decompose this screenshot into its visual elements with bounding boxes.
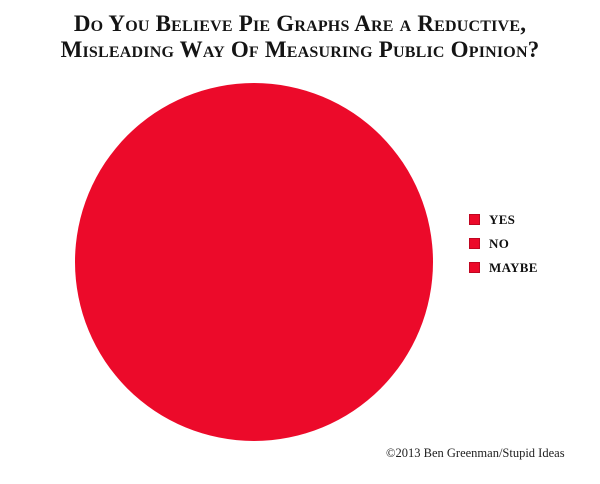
chart-title-line-2: Misleading Way Of Measuring Public Opini… bbox=[60, 37, 540, 62]
chart-title-line-1: Do You Believe Pie Graphs Are a Reductiv… bbox=[73, 11, 527, 36]
credit-text: ©2013 Ben Greenman/Stupid Ideas bbox=[386, 446, 565, 460]
legend-label-maybe: MAYBE bbox=[489, 259, 538, 275]
legend-label-yes: YES bbox=[489, 211, 516, 227]
legend-item-no: NO bbox=[469, 235, 538, 252]
legend-label-no: NO bbox=[489, 235, 510, 251]
legend-color-swatch-maybe bbox=[469, 262, 480, 273]
legend: YES NO MAYBE bbox=[469, 211, 538, 276]
legend-item-maybe: MAYBE bbox=[469, 259, 538, 276]
legend-item-yes: YES bbox=[469, 211, 538, 228]
legend-color-swatch-yes bbox=[469, 214, 480, 225]
chart-title: Do You Believe Pie Graphs Are a Reductiv… bbox=[0, 11, 600, 63]
legend-color-swatch-no bbox=[469, 238, 480, 249]
pie-chart-circle bbox=[75, 83, 433, 441]
